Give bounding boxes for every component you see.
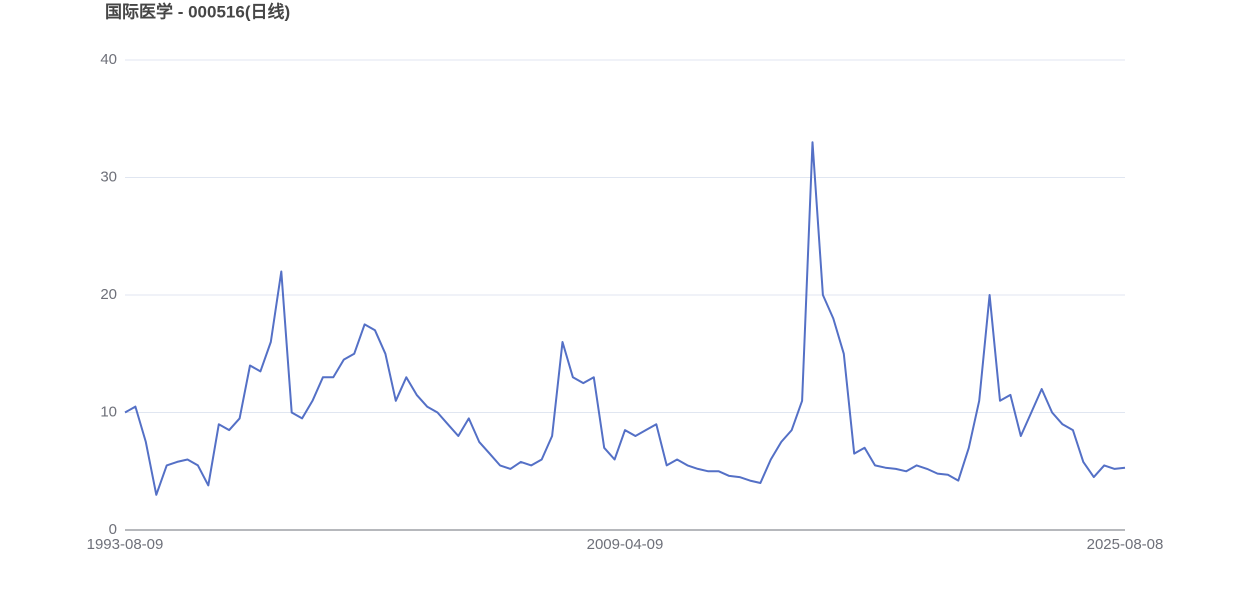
y-tick-label: 20 (100, 286, 117, 303)
y-tick-label: 30 (100, 168, 117, 185)
y-tick-label: 10 (100, 403, 117, 420)
y-tick-label: 40 (100, 51, 117, 68)
y-tick-label: 0 (109, 521, 117, 538)
x-tick-label: 2025-08-08 (1087, 536, 1164, 553)
price-line (124, 141, 1126, 496)
chart-title: 国际医学 - 000516(日线) (105, 1, 290, 21)
x-tick-label: 1993-08-09 (87, 536, 164, 553)
x-tick-label: 2009-04-09 (587, 536, 664, 553)
